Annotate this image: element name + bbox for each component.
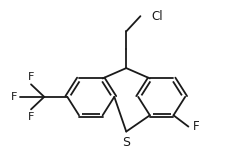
Text: F: F [28, 72, 34, 82]
Text: Cl: Cl [152, 10, 163, 23]
Text: S: S [122, 136, 130, 149]
Text: F: F [28, 112, 34, 122]
Text: F: F [193, 120, 200, 133]
Text: F: F [11, 92, 17, 102]
